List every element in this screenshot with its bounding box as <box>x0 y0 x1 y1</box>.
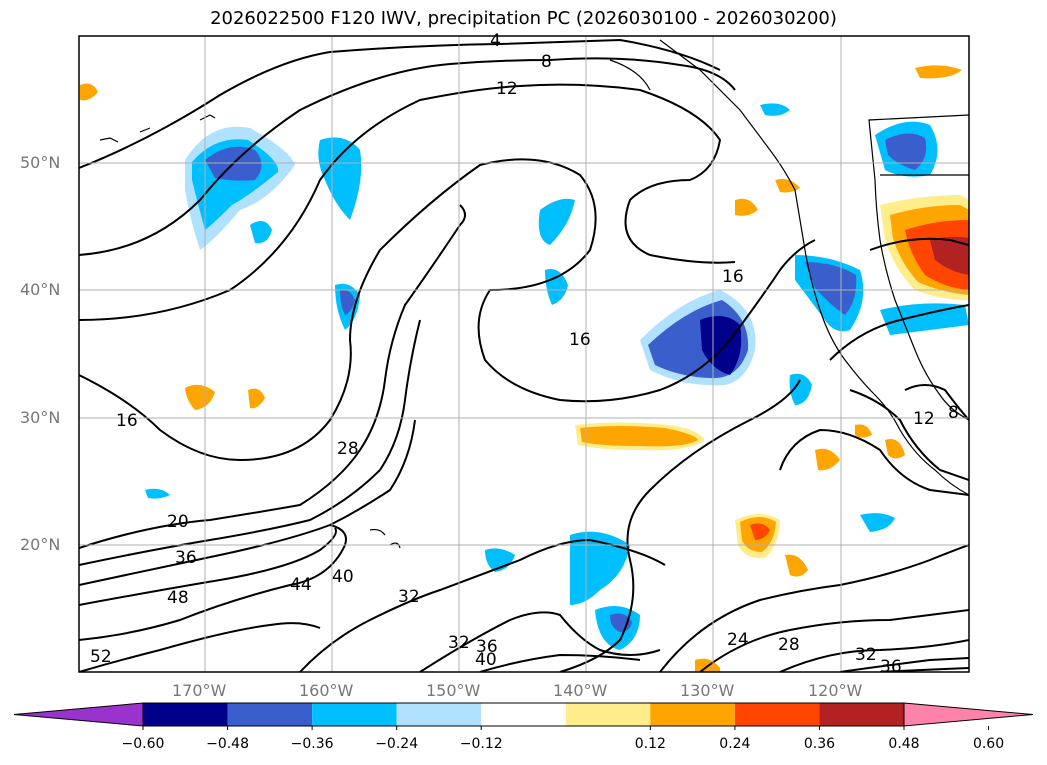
colorbar-segment <box>650 703 735 726</box>
contour-label: 8 <box>948 403 959 423</box>
precip-orange-patches <box>80 65 969 672</box>
contour-label: 28 <box>778 635 800 655</box>
contour-label: 4 <box>490 31 501 51</box>
colorbar-tick-label: −0.36 <box>290 736 334 752</box>
contour-label: 36 <box>476 637 498 657</box>
contour-label: 16 <box>569 330 591 350</box>
colorbar-segment <box>819 703 904 726</box>
colorbar-frame <box>142 702 905 727</box>
colorbar-segment <box>481 703 566 726</box>
contour-label: 32 <box>448 633 470 653</box>
contour-label: 32 <box>855 645 877 665</box>
contour-label: 44 <box>290 575 312 595</box>
map-plot: 4 8 12 16 16 16 28 20 36 48 44 40 32 32 … <box>78 31 970 677</box>
lon-label: 130°W <box>680 681 735 700</box>
lon-label: 140°W <box>553 681 608 700</box>
colorbar-tick-label: 0.36 <box>803 736 836 752</box>
colorbar-segment <box>312 703 397 726</box>
colorbar-segment <box>565 703 651 726</box>
contour-label: 16 <box>722 267 744 287</box>
colorbar-tick-label: −0.24 <box>375 736 419 752</box>
lat-label: 50°N <box>20 153 61 172</box>
coastlines <box>99 39 969 549</box>
colorbar-tick-label: 0.24 <box>719 736 751 752</box>
colorbar-segment <box>734 703 820 726</box>
colorbar-segment <box>143 703 228 726</box>
lon-label: 150°W <box>426 681 481 700</box>
contour-label: 36 <box>175 548 197 568</box>
colorbar-segment <box>227 703 313 726</box>
contour-label: 12 <box>913 409 935 429</box>
iwv-contours <box>79 38 969 672</box>
lon-label: 170°W <box>172 681 227 700</box>
colorbar-segment <box>396 703 482 726</box>
colorbar-tick-label: 0.48 <box>888 736 920 752</box>
colorbar-extend-low <box>13 702 144 727</box>
contour-label: 32 <box>398 587 420 607</box>
lat-label: 40°N <box>20 280 61 299</box>
map-title: 2026022500 F120 IWV, precipitation PC (2… <box>210 8 837 29</box>
gridlines <box>79 36 969 672</box>
plot-frame <box>78 35 970 673</box>
lon-label: 120°W <box>808 681 863 700</box>
lon-label: 160°W <box>299 681 354 700</box>
contour-label: 36 <box>880 657 902 677</box>
lat-label: 30°N <box>20 408 61 427</box>
contour-label: 40 <box>332 567 354 587</box>
colorbar-tick-label: −0.60 <box>121 736 165 752</box>
contour-label: 16 <box>116 411 138 431</box>
colorbar-tick-label: 0.12 <box>634 736 666 752</box>
contour-label: 8 <box>541 52 552 72</box>
contour-label: 20 <box>167 512 189 532</box>
precip-blue-patches <box>145 103 969 650</box>
contour-label: 40 <box>475 650 497 670</box>
contour-label: 24 <box>727 630 749 650</box>
contour-label: 12 <box>496 79 518 99</box>
colorbar-tick-label: −0.12 <box>459 736 503 752</box>
contour-label: 48 <box>167 588 189 608</box>
contour-label: 28 <box>337 439 359 459</box>
contour-labels: 4 8 12 16 16 16 28 20 36 48 44 40 32 32 … <box>90 31 959 677</box>
colorbar-tick-label: −0.48 <box>206 736 249 752</box>
lat-label: 20°N <box>20 535 61 554</box>
contour-label: 52 <box>90 647 112 667</box>
colorbar-extend-high <box>903 702 1034 727</box>
colorbar-tick-label: 0.60 <box>972 736 1005 752</box>
